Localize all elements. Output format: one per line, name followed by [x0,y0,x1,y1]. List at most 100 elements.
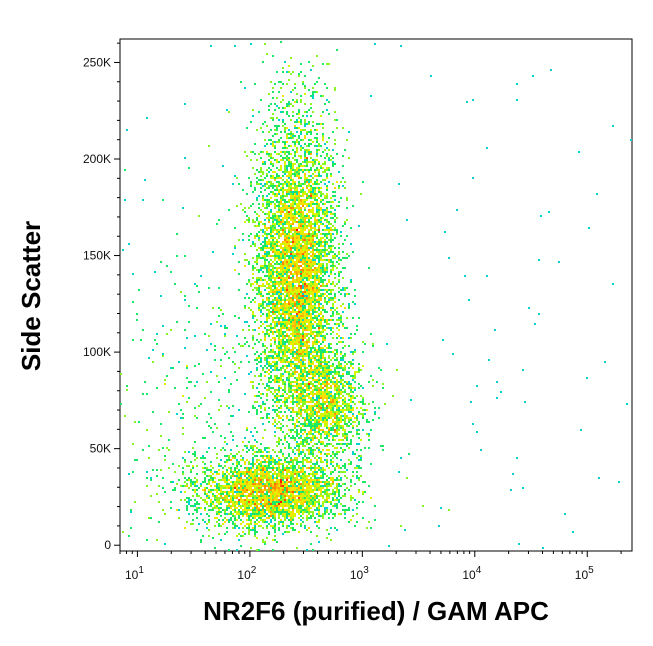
density-dot [290,317,292,319]
density-dot [322,421,324,423]
density-dot [262,299,264,301]
density-dot [300,431,302,433]
density-dot [308,237,310,239]
density-dot [328,167,330,169]
density-dot [308,209,310,211]
density-dot [164,379,166,381]
density-dot [288,409,290,411]
density-dot [262,401,264,403]
density-dot [124,415,126,417]
density-dot [344,181,346,183]
density-dot [330,271,332,273]
density-dot [272,87,274,89]
density-dot [350,417,352,419]
density-dot [310,285,312,287]
density-dot [292,411,294,413]
density-dot [310,223,312,225]
density-dot [300,291,302,293]
density-dot [252,115,254,117]
density-dot [264,239,266,241]
density-dot [320,441,322,443]
density-dot [282,281,284,283]
density-dot [304,455,306,457]
density-dot [344,367,346,369]
density-dot [322,193,324,195]
density-dot [276,185,278,187]
density-dot [304,453,306,455]
density-dot [320,167,322,169]
density-dot [148,445,150,447]
density-dot [298,359,300,361]
density-dot [334,415,336,417]
density-dot [358,367,360,369]
density-dot [350,407,352,409]
density-dot [312,165,314,167]
density-dot [278,323,280,325]
density-dot [314,457,316,459]
density-dot [284,141,286,143]
density-dot [332,149,334,151]
density-dot [360,369,362,371]
density-dot [312,231,314,233]
density-dot [298,437,300,439]
density-dot [368,439,370,441]
density-dot [276,153,278,155]
density-dot [304,111,306,113]
density-dot [310,205,312,207]
density-dot [320,245,322,247]
density-dot [296,185,298,187]
density-dot [294,303,296,305]
density-dot [334,253,336,255]
density-dot [296,121,298,123]
density-dot [328,377,330,379]
density-dot [318,399,320,401]
density-dot [350,409,352,411]
density-dot [358,429,360,431]
density-dot [286,135,288,137]
density-dot [328,449,330,451]
density-dot [300,347,302,349]
density-dot [336,433,338,435]
density-dot [356,417,358,419]
density-dot [280,235,282,237]
density-dot [274,283,276,285]
density-dot [336,357,338,359]
density-dot [312,245,314,247]
density-dot [250,309,252,311]
density-dot [288,115,290,117]
density-dot [266,247,268,249]
density-dot [300,349,302,351]
density-dot [260,451,262,453]
density-dot [312,91,314,93]
density-dot [302,375,304,377]
density-dot [302,303,304,305]
density-dot [310,363,312,365]
density-dot [354,375,356,377]
density-dot [274,351,276,353]
density-dot [252,109,254,111]
density-dot [320,347,322,349]
density-dot [286,171,288,173]
density-dot [162,447,164,449]
density-dot [288,241,290,243]
density-dot [326,385,328,387]
density-dot [300,237,302,239]
density-dot [276,399,278,401]
density-dot [306,437,308,439]
density-dot [236,453,238,455]
density-dot [296,175,298,177]
density-dot [516,99,518,101]
density-dot [306,353,308,355]
density-dot [280,339,282,341]
density-dot [328,393,330,395]
density-dot [282,327,284,329]
density-dot [344,391,346,393]
density-dot [316,181,318,183]
density-dot [324,371,326,373]
density-dot [250,245,252,247]
density-dot [292,167,294,169]
density-dot [302,363,304,365]
density-dot [260,321,262,323]
density-dot [266,363,268,365]
density-dot [278,237,280,239]
